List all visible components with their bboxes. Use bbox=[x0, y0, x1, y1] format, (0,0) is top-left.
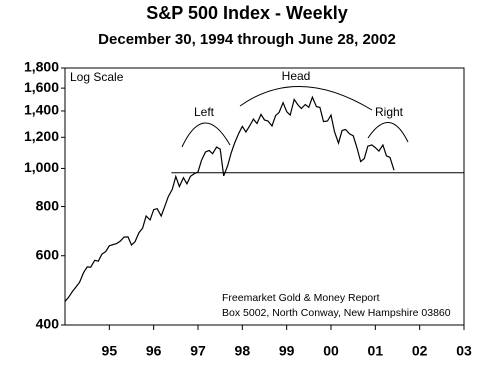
y-tick-label: 800 bbox=[36, 197, 60, 213]
y-tick-label: 1,200 bbox=[24, 128, 59, 144]
y-tick-label: 1,400 bbox=[24, 102, 59, 118]
x-tick-label: 00 bbox=[323, 343, 339, 359]
x-tick-label: 03 bbox=[456, 343, 472, 359]
x-tick-label: 96 bbox=[146, 343, 162, 359]
x-tick-label: 01 bbox=[368, 343, 384, 359]
head-arc bbox=[239, 85, 373, 111]
annotation: Right bbox=[375, 105, 404, 119]
shoulder-arc bbox=[367, 121, 409, 143]
y-tick-label: 1,800 bbox=[24, 59, 59, 75]
annotation: Head bbox=[282, 69, 311, 83]
price-line bbox=[64, 95, 395, 302]
source: Freemarket Gold & Money Report bbox=[222, 292, 380, 304]
x-tick-label: 98 bbox=[235, 343, 251, 359]
x-tick-label: 95 bbox=[102, 343, 118, 359]
source: Box 5002, North Conway, New Hampshire 03… bbox=[222, 307, 451, 319]
annotation: Left bbox=[194, 105, 215, 119]
chart-title: S&P 500 Index - Weekly bbox=[146, 3, 347, 23]
x-tick-label: 97 bbox=[190, 343, 206, 359]
y-tick-label: 1,600 bbox=[24, 79, 59, 95]
y-tick-label: 600 bbox=[36, 246, 60, 262]
x-tick-label: 02 bbox=[412, 343, 428, 359]
chart-subtitle: December 30, 1994 through June 28, 2002 bbox=[98, 31, 396, 48]
y-tick-label: 400 bbox=[36, 316, 60, 332]
scale-note: Log Scale bbox=[70, 70, 124, 84]
y-tick-label: 1,000 bbox=[24, 159, 59, 175]
plot-frame bbox=[64, 67, 465, 326]
x-tick-label: 99 bbox=[279, 343, 295, 359]
shoulder-arc bbox=[181, 122, 231, 148]
